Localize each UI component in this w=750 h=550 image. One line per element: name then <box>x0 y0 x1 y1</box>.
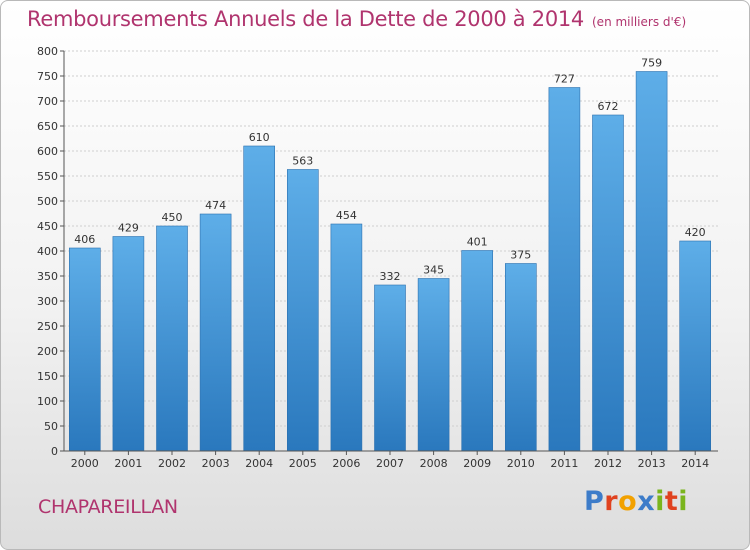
logo-letter: x <box>637 486 656 517</box>
y-tick-label: 600 <box>37 145 58 158</box>
bar-2010 <box>504 263 537 452</box>
y-tick-label: 300 <box>37 295 58 308</box>
bar-2011 <box>548 87 581 452</box>
data-label-2006: 454 <box>336 209 357 222</box>
bars: 406 429 450 474 610 563 454 332 345 401 375 727 672 7… <box>69 57 712 452</box>
x-tick-label-2003: 2003 <box>202 457 230 470</box>
x-tick-label-2005: 2005 <box>289 457 317 470</box>
data-label-2000: 406 <box>74 233 95 246</box>
y-tick-label: 800 <box>37 45 58 58</box>
logo-letter: o <box>618 486 638 517</box>
x-tick-label-2013: 2013 <box>638 457 666 470</box>
y-tick-label: 650 <box>37 120 58 133</box>
y-tick-label: 350 <box>37 270 58 283</box>
commune-name: CHAPAREILLAN <box>38 496 178 518</box>
x-tick-label-2006: 2006 <box>332 457 360 470</box>
bar-2005 <box>286 169 319 452</box>
y-tick-label: 550 <box>37 170 58 183</box>
chart-unit: (en milliers d'€) <box>592 15 687 29</box>
y-tick-label: 500 <box>37 195 58 208</box>
data-label-2005: 563 <box>292 155 313 168</box>
x-tick-label-2001: 2001 <box>114 457 142 470</box>
data-label-2007: 332 <box>380 270 401 283</box>
x-tick-label-2007: 2007 <box>376 457 404 470</box>
logo-letter: r <box>604 486 619 517</box>
y-tick-label: 450 <box>37 220 58 233</box>
bar-2006 <box>330 223 363 452</box>
proxiti-logo[interactable]: Proxiti <box>584 486 688 517</box>
data-label-2014: 420 <box>685 226 706 239</box>
x-tick-label-2011: 2011 <box>550 457 578 470</box>
x-axis: 2000 2001 2002 2003 2004 2005 2006 2007 2008 2009… <box>64 450 718 470</box>
bar-2007 <box>374 284 406 452</box>
bar-2000 <box>69 247 101 452</box>
data-label-2011: 727 <box>554 73 575 86</box>
chart-title: Remboursements Annuels de la Dette de 20… <box>27 7 584 31</box>
x-tick-label-2004: 2004 <box>245 457 273 470</box>
bar-2012 <box>592 114 624 452</box>
y-tick-label: 150 <box>37 370 58 383</box>
y-axis: 0 50 100 150 200 250 300 350 400 450 500 550 600 650 7… <box>37 45 65 458</box>
y-tick-label: 100 <box>37 395 58 408</box>
x-tick-label-2010: 2010 <box>507 457 535 470</box>
logo-letter: P <box>584 486 605 517</box>
data-label-2012: 672 <box>598 100 619 113</box>
logo-letter: t <box>664 486 679 517</box>
data-label-2003: 474 <box>205 199 226 212</box>
y-tick-label: 0 <box>51 445 58 458</box>
data-label-2013: 759 <box>641 57 662 70</box>
bar-2001 <box>112 236 145 452</box>
y-tick-label: 400 <box>37 245 58 258</box>
data-label-2010: 375 <box>510 249 531 262</box>
y-tick-label: 200 <box>37 345 58 358</box>
data-label-2001: 429 <box>118 222 139 235</box>
y-tick-label: 750 <box>37 70 58 83</box>
x-tick-label-2014: 2014 <box>681 457 709 470</box>
bar-2008 <box>417 278 450 452</box>
bar-2003 <box>199 213 232 452</box>
x-tick-label-2009: 2009 <box>463 457 491 470</box>
x-tick-label-2002: 2002 <box>158 457 186 470</box>
x-tick-label-2012: 2012 <box>594 457 622 470</box>
chart-title-group: Remboursements Annuels de la Dette de 20… <box>27 7 686 31</box>
data-label-2008: 345 <box>423 264 444 277</box>
bar-2004 <box>243 145 275 452</box>
y-tick-label: 50 <box>44 420 58 433</box>
data-label-2002: 450 <box>162 211 183 224</box>
y-tick-label: 250 <box>37 320 58 333</box>
bar-2013 <box>635 71 668 452</box>
bar-2014 <box>679 240 712 452</box>
logo-letter: i <box>678 486 689 517</box>
data-label-2009: 401 <box>467 236 488 249</box>
x-tick-label-2008: 2008 <box>420 457 448 470</box>
y-tick-label: 700 <box>37 95 58 108</box>
bar-2009 <box>461 250 494 452</box>
data-label-2004: 610 <box>249 131 270 144</box>
bar-2002 <box>156 225 188 452</box>
x-tick-label-2000: 2000 <box>71 457 99 470</box>
logo-letter: i <box>655 486 665 517</box>
